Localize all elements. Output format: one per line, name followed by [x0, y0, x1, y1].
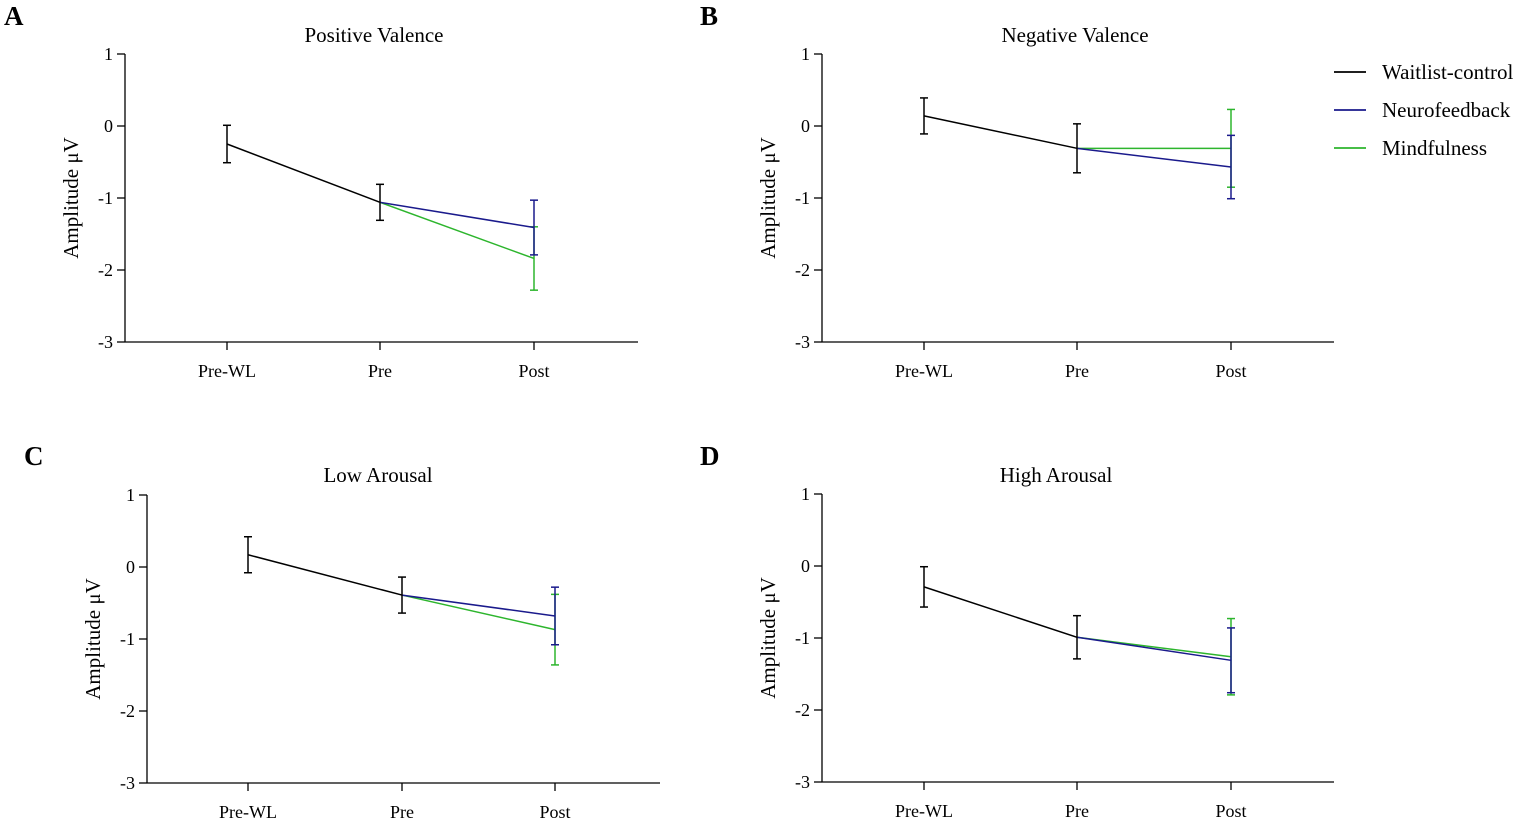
x-tick-label: Post: [539, 802, 570, 821]
chart-title: Positive Valence: [304, 23, 443, 47]
series-line-waitlist-control: [226, 143, 381, 204]
y-axis-label: Amplitude μV: [81, 578, 105, 700]
panel-letter: C: [24, 441, 44, 471]
series-line-mindfulness: [379, 201, 535, 260]
x-tick-label: Post: [1215, 801, 1246, 821]
chart-title: High Arousal: [1000, 463, 1113, 487]
y-axis-label: Amplitude μV: [59, 137, 83, 259]
y-tick-label: -2: [795, 700, 810, 720]
y-tick-label: 1: [126, 485, 135, 505]
chart-panel-b: B Negative Valence 1 0 -1 -2 -3 Pre-WL Pre Post Am…: [700, 1, 1334, 381]
x-tick-label: Pre: [390, 802, 414, 821]
series-line-waitlist-control: [923, 115, 1078, 150]
y-tick-label: -1: [795, 188, 810, 208]
y-tick-label: 0: [126, 557, 135, 577]
legend-label-mindfulness: Mindfulness: [1382, 136, 1487, 160]
chart-panels: A Positive Valence 1 0 -1 -2 -3 Pre-WL Pre Post Am…: [4, 1, 1334, 821]
y-tick-label: 0: [104, 116, 113, 136]
y-tick-label: -1: [120, 629, 135, 649]
y-tick-label: 1: [801, 44, 810, 64]
x-tick-label: Pre: [368, 361, 392, 381]
series-line-neurofeedback: [1076, 147, 1232, 168]
y-tick-label: -3: [98, 332, 113, 352]
y-tick-label: -1: [795, 628, 810, 648]
y-tick-label: 0: [801, 556, 810, 576]
y-tick-label: -3: [120, 773, 135, 793]
x-tick-label: Pre-WL: [895, 361, 953, 381]
panel-letter: D: [700, 441, 720, 471]
y-tick-label: 1: [801, 484, 810, 504]
x-tick-label: Pre: [1065, 801, 1089, 821]
series-line-neurofeedback: [1076, 636, 1232, 662]
legend-label-waitlist-control: Waitlist-control: [1382, 60, 1513, 84]
y-tick-label: -3: [795, 332, 810, 352]
x-tick-label: Pre-WL: [895, 801, 953, 821]
y-tick-label: -2: [795, 260, 810, 280]
chart-panel-a: A Positive Valence 1 0 -1 -2 -3 Pre-WL Pre Post Am…: [4, 1, 638, 381]
chart-title: Low Arousal: [323, 463, 432, 487]
series-line-waitlist-control: [247, 554, 403, 596]
y-axis-label: Amplitude μV: [756, 137, 780, 259]
series-line-neurofeedback: [379, 201, 535, 229]
y-tick-label: -3: [795, 772, 810, 792]
chart-panel-d: D High Arousal 1 0 -1 -2 -3 Pre-WL Pre Post Amplit…: [700, 441, 1334, 821]
y-axis-label: Amplitude μV: [756, 577, 780, 699]
chart-title: Negative Valence: [1001, 23, 1148, 47]
y-tick-label: 0: [801, 116, 810, 136]
y-tick-label: 1: [104, 44, 113, 64]
x-tick-label: Post: [518, 361, 549, 381]
x-tick-label: Pre-WL: [219, 802, 277, 821]
legend-label-neurofeedback: Neurofeedback: [1382, 98, 1511, 122]
legend: Waitlist-control Neurofeedback Mindfulness: [1334, 60, 1513, 160]
y-tick-label: -2: [120, 701, 135, 721]
x-tick-label: Post: [1215, 361, 1246, 381]
y-tick-label: -2: [98, 260, 113, 280]
chart-panel-c: C Low Arousal 1 0 -1 -2 -3 Pre-WL Pre Post Amplitu…: [24, 441, 660, 821]
series-line-neurofeedback: [401, 594, 556, 617]
panel-letter: A: [4, 1, 24, 31]
series-line-waitlist-control: [923, 586, 1078, 638]
x-tick-label: Pre-WL: [198, 361, 256, 381]
panel-letter: B: [700, 1, 718, 31]
series-line-mindfulness: [401, 594, 556, 631]
y-tick-label: -1: [98, 188, 113, 208]
x-tick-label: Pre: [1065, 361, 1089, 381]
